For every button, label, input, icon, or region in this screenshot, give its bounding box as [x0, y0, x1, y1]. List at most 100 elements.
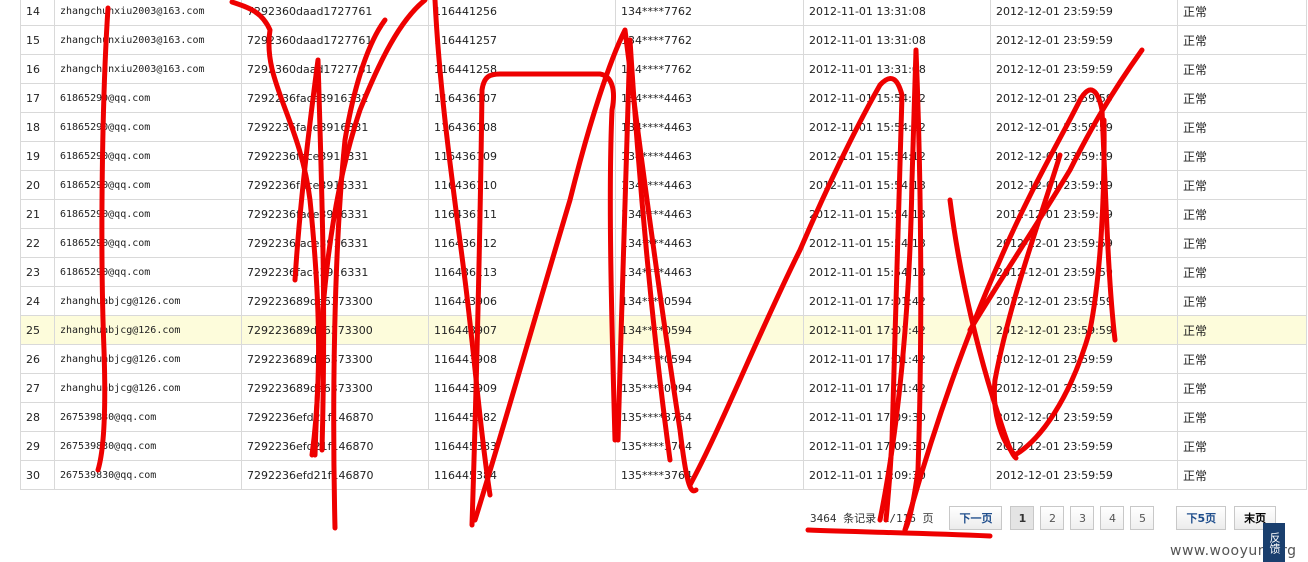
row-index: 24 [20, 286, 55, 316]
email-cell: zhanghuabjcg@126.com [54, 315, 242, 345]
status-cell: 正常 [1177, 25, 1307, 55]
start-time-cell: 2012-11-01 17:09:30 [803, 460, 991, 490]
page-1-button[interactable]: 1 [1010, 506, 1035, 530]
account-id-cell: 116441258 [428, 54, 616, 84]
pagination: 3464 条记录 1/116 页 下一页 1 2 3 4 5 下5页 末页 [810, 505, 1277, 531]
row-index: 29 [20, 431, 55, 461]
table-row[interactable]: 23 61865290@qq.com 7292236face3916331 11643… [20, 257, 1307, 287]
row-index: 15 [20, 25, 55, 55]
table-row[interactable]: 14 zhangchunxiu2003@163.com 7292360daad172… [20, 0, 1307, 26]
phone-cell: 134****4463 [615, 257, 804, 287]
account-id-cell: 116443909 [428, 373, 616, 403]
account-id-cell: 116443907 [428, 315, 616, 345]
end-time-cell: 2012-12-01 23:59:59 [990, 141, 1178, 171]
start-time-cell: 2012-11-01 17:01:42 [803, 373, 991, 403]
status-cell: 正常 [1177, 373, 1307, 403]
account-id-cell: 116436109 [428, 141, 616, 171]
card-id-cell: 7292236face3916331 [241, 141, 429, 171]
phone-cell: 135****0094 [615, 373, 804, 403]
table-row[interactable]: 27 zhanghuabjcg@126.com 729223689de6373300… [20, 373, 1307, 403]
table-row[interactable]: 20 61865290@qq.com 7292236face3916331 11643… [20, 170, 1307, 200]
end-time-cell: 2012-12-01 23:59:59 [990, 199, 1178, 229]
records-table-body: 14 zhangchunxiu2003@163.com 7292360daad172… [20, 0, 1307, 490]
card-id-cell: 7292236efd21f146870 [241, 431, 429, 461]
email-cell: 61865290@qq.com [54, 83, 242, 113]
end-time-cell: 2012-12-01 23:59:59 [990, 54, 1178, 84]
end-time-cell: 2012-12-01 23:59:59 [990, 460, 1178, 490]
row-index: 16 [20, 54, 55, 84]
status-cell: 正常 [1177, 431, 1307, 461]
row-index: 23 [20, 257, 55, 287]
email-cell: 267539830@qq.com [54, 460, 242, 490]
records-table: 14 zhangchunxiu2003@163.com 7292360daad172… [20, 0, 1307, 490]
email-cell: 61865290@qq.com [54, 228, 242, 258]
account-id-cell: 116443908 [428, 344, 616, 374]
card-id-cell: 7292236face3916331 [241, 228, 429, 258]
last-page-button[interactable]: 末页 [1234, 506, 1277, 530]
table-row[interactable]: 30 267539830@qq.com 7292236efd21f146870 116… [20, 460, 1307, 490]
table-row[interactable]: 15 zhangchunxiu2003@163.com 7292360daad172… [20, 25, 1307, 55]
start-time-cell: 2012-11-01 13:31:08 [803, 25, 991, 55]
table-row[interactable]: 25 zhanghuabjcg@126.com 729223689de6373300… [20, 315, 1307, 345]
status-cell: 正常 [1177, 141, 1307, 171]
card-id-cell: 7292236face3916331 [241, 257, 429, 287]
status-cell: 正常 [1177, 344, 1307, 374]
status-cell: 正常 [1177, 83, 1307, 113]
page-2-button[interactable]: 2 [1040, 506, 1065, 530]
account-id-cell: 116445383 [428, 431, 616, 461]
table-row[interactable]: 19 61865290@qq.com 7292236face3916331 11643… [20, 141, 1307, 171]
end-time-cell: 2012-12-01 23:59:59 [990, 431, 1178, 461]
phone-cell: 135****3764 [615, 402, 804, 432]
account-id-cell: 116445384 [428, 460, 616, 490]
card-id-cell: 7292360daad1727761 [241, 25, 429, 55]
email-cell: zhangchunxiu2003@163.com [54, 54, 242, 84]
start-time-cell: 2012-11-01 15:54:13 [803, 170, 991, 200]
page-4-button[interactable]: 4 [1100, 506, 1125, 530]
phone-cell: 135****3764 [615, 460, 804, 490]
feedback-tab[interactable]: 反馈 [1263, 523, 1285, 562]
next-page-button[interactable]: 下一页 [949, 506, 1003, 530]
start-time-cell: 2012-11-01 15:54:12 [803, 112, 991, 142]
status-cell: 正常 [1177, 54, 1307, 84]
table-row[interactable]: 24 zhanghuabjcg@126.com 729223689de6373300… [20, 286, 1307, 316]
page-5-button[interactable]: 5 [1130, 506, 1155, 530]
status-cell: 正常 [1177, 257, 1307, 287]
row-index: 21 [20, 199, 55, 229]
phone-cell: 134****0594 [615, 286, 804, 316]
table-row[interactable]: 26 zhanghuabjcg@126.com 729223689de6373300… [20, 344, 1307, 374]
start-time-cell: 2012-11-01 17:09:30 [803, 402, 991, 432]
row-index: 19 [20, 141, 55, 171]
start-time-cell: 2012-11-01 13:31:08 [803, 0, 991, 26]
end-time-cell: 2012-12-01 23:59:59 [990, 257, 1178, 287]
page-3-button[interactable]: 3 [1070, 506, 1095, 530]
end-time-cell: 2012-12-01 23:59:59 [990, 228, 1178, 258]
end-time-cell: 2012-12-01 23:59:59 [990, 170, 1178, 200]
phone-cell: 134****0594 [615, 315, 804, 345]
card-id-cell: 729223689de6373300 [241, 344, 429, 374]
card-id-cell: 7292360daad1727761 [241, 0, 429, 26]
phone-cell: 134****7762 [615, 25, 804, 55]
status-cell: 正常 [1177, 315, 1307, 345]
row-index: 18 [20, 112, 55, 142]
email-cell: 61865290@qq.com [54, 112, 242, 142]
next-5-pages-button[interactable]: 下5页 [1176, 506, 1227, 530]
table-row[interactable]: 29 267539830@qq.com 7292236efd21f146870 116… [20, 431, 1307, 461]
table-row[interactable]: 22 61865290@qq.com 7292236face3916331 11643… [20, 228, 1307, 258]
phone-cell: 134****4463 [615, 112, 804, 142]
account-id-cell: 116436111 [428, 199, 616, 229]
table-row[interactable]: 21 61865290@qq.com 7292236face3916331 11643… [20, 199, 1307, 229]
row-index: 20 [20, 170, 55, 200]
table-row[interactable]: 17 61865290@qq.com 7292236face3916331 11643… [20, 83, 1307, 113]
phone-cell: 134****4463 [615, 83, 804, 113]
card-id-cell: 7292236efd21f146870 [241, 402, 429, 432]
card-id-cell: 729223689de6373300 [241, 286, 429, 316]
table-row[interactable]: 16 zhangchunxiu2003@163.com 7292360daad172… [20, 54, 1307, 84]
table-row[interactable]: 28 267539830@qq.com 7292236efd21f146870 116… [20, 402, 1307, 432]
card-id-cell: 7292236face3916331 [241, 199, 429, 229]
start-time-cell: 2012-11-01 15:54:13 [803, 199, 991, 229]
account-id-cell: 116436108 [428, 112, 616, 142]
start-time-cell: 2012-11-01 15:54:12 [803, 83, 991, 113]
phone-cell: 134****0594 [615, 344, 804, 374]
table-row[interactable]: 18 61865290@qq.com 7292236face3916331 11643… [20, 112, 1307, 142]
email-cell: zhanghuabjcg@126.com [54, 286, 242, 316]
